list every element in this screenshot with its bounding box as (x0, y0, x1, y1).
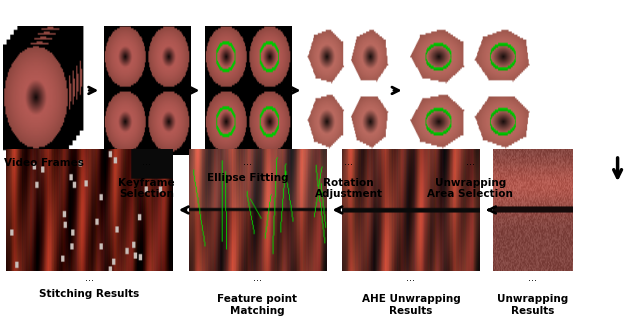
Text: Unwrapping
Results: Unwrapping Results (497, 294, 568, 316)
Text: AHE Unwrapping
Results: AHE Unwrapping Results (362, 294, 460, 316)
Text: Keyframe
Selection: Keyframe Selection (118, 178, 175, 199)
Text: ...: ... (85, 273, 94, 283)
Text: Rotation
Adjustment: Rotation Adjustment (315, 178, 383, 199)
Text: Video Frames: Video Frames (4, 158, 83, 168)
Text: Ellipse Fitting: Ellipse Fitting (207, 173, 289, 183)
Text: Feature point
Matching: Feature point Matching (218, 294, 298, 316)
Text: ...: ... (466, 157, 475, 167)
Text: ...: ... (142, 157, 151, 167)
Text: ...: ... (528, 273, 537, 283)
Text: ...: ... (344, 157, 353, 167)
Text: ...: ... (406, 273, 415, 283)
Text: Unwrapping
Area Selection: Unwrapping Area Selection (428, 178, 513, 199)
Text: Stitching Results: Stitching Results (40, 289, 140, 299)
Text: ...: ... (243, 157, 252, 167)
Text: ...: ... (253, 273, 262, 283)
